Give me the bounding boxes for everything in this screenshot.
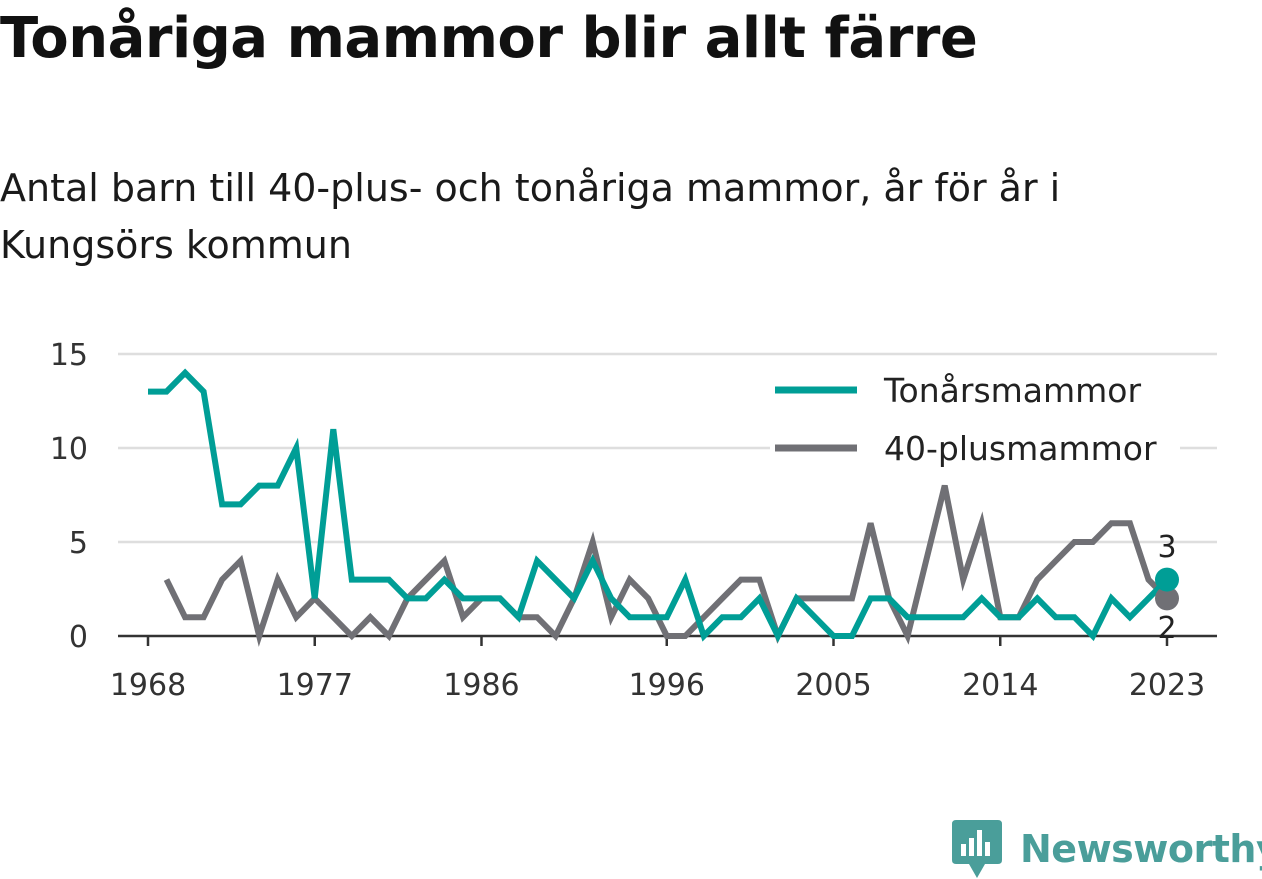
brand-name: Newsworthy xyxy=(1020,827,1262,871)
legend-label: 40-plusmammor xyxy=(884,429,1157,468)
newsworthy-bar-chart-icon xyxy=(952,820,1002,878)
series-lines xyxy=(148,368,1170,647)
chart-subtitle: Antal barn till 40-plus- och tonåriga ma… xyxy=(0,166,1061,267)
chart-title: Tonåriga mammor blir allt färre xyxy=(0,6,978,71)
series-end-point xyxy=(1155,586,1179,611)
legend-label: Tonårsmammor xyxy=(883,371,1141,410)
y-tick-label: 0 xyxy=(69,620,88,655)
legend: Tonårsmammor 40-plusmammor xyxy=(770,366,1180,478)
x-tick-label: 2023 xyxy=(1129,668,1205,703)
x-tick-label: 2014 xyxy=(962,668,1038,703)
newsworthy-logo: Newsworthy xyxy=(952,820,1262,878)
legend-background xyxy=(770,366,1180,478)
end-value-label: 3 xyxy=(1157,530,1176,565)
series-end-points: 32 xyxy=(1155,530,1179,646)
x-tick-label: 1968 xyxy=(110,668,186,703)
x-tick-label: 1977 xyxy=(277,668,353,703)
x-tick-label: 1986 xyxy=(443,668,519,703)
end-value-label: 2 xyxy=(1157,611,1176,646)
x-tick-label: 2005 xyxy=(795,668,871,703)
x-tick-label: 1996 xyxy=(629,668,705,703)
x-axis-ticks: 1968 1977 1986 1996 2005 2014 2023 xyxy=(110,636,1205,703)
y-axis-ticks: 0 5 10 15 xyxy=(50,338,88,655)
y-tick-label: 15 xyxy=(50,338,88,373)
series-line xyxy=(148,368,1170,643)
series-end-point xyxy=(1155,567,1179,592)
y-tick-label: 10 xyxy=(50,432,88,467)
y-tick-label: 5 xyxy=(69,526,88,561)
